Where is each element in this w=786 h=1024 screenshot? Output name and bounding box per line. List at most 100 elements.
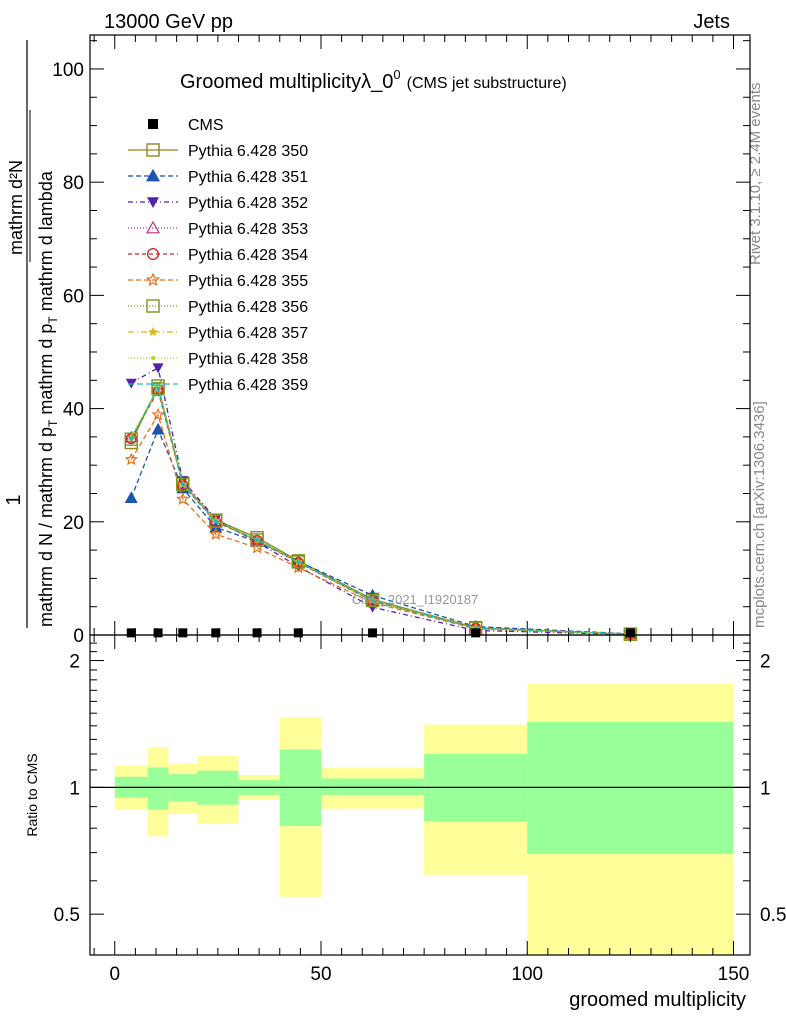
ratio-ytick-label: 0.5 <box>54 905 80 926</box>
legend-entry: Pythia 6.428 355 <box>128 272 308 290</box>
series-line <box>130 413 631 635</box>
main-ytick-label: 0 <box>73 626 84 647</box>
ratio-bands <box>114 683 734 955</box>
legend-label: Pythia 6.428 358 <box>188 351 308 368</box>
legend-marker <box>145 272 161 287</box>
series-point <box>365 593 380 608</box>
series-point <box>124 452 138 466</box>
legend-entry: Pythia 6.428 354 <box>128 247 308 264</box>
legend-entry: Pythia 6.428 358 <box>128 351 308 368</box>
cms-data-point <box>252 628 262 638</box>
series-point <box>291 555 306 569</box>
ratio-inner-band <box>147 767 169 810</box>
series-point <box>370 598 375 603</box>
main-ytick-label: 80 <box>63 173 84 194</box>
legend-label: Pythia 6.428 351 <box>188 169 308 186</box>
legend-entry: Pythia 6.428 359 <box>128 377 308 394</box>
ratio-ytick-label-right: 1 <box>760 778 771 799</box>
ratio-inner-band <box>321 778 425 795</box>
rivet-label: Rivet 3.1.10, ≥ 2.4M events <box>747 83 764 266</box>
ratio-ylabel: Ratio to CMS <box>24 753 40 836</box>
series-point <box>255 537 260 542</box>
legend-marker <box>148 326 158 337</box>
watermark: CMS_2021_I1920187 <box>352 592 479 607</box>
series-point <box>151 422 165 435</box>
ratio-plot: 0.5 0.5 1 1 2 2 0 50 100 150 Ratio to CMS <box>24 634 786 985</box>
legend-label: Pythia 6.428 356 <box>188 299 308 316</box>
legend-marker <box>146 299 160 313</box>
legend-entry: CMS <box>148 117 224 134</box>
series-point <box>151 382 165 394</box>
ylabel-den-d: T <box>46 316 60 324</box>
ylabel-den-b: T <box>46 419 60 427</box>
series-point <box>176 492 190 505</box>
legend-entry: Pythia 6.428 356 <box>128 299 308 316</box>
series-point <box>124 432 138 446</box>
legend-entry: Pythia 6.428 357 <box>128 325 308 342</box>
cms-data-point <box>153 628 163 638</box>
legend-entry: Pythia 6.428 352 <box>128 195 308 212</box>
cms-data-point <box>471 628 481 638</box>
series-point <box>213 519 218 524</box>
ylabel-num: mathrm d²N <box>6 160 26 255</box>
series-point <box>152 363 164 374</box>
cms-data-point <box>178 628 188 638</box>
legend-entry: Pythia 6.428 353 <box>128 220 308 238</box>
series-point <box>209 514 223 528</box>
cms-data-point <box>211 628 221 638</box>
x-axis-label: groomed multiplicity <box>569 989 746 1011</box>
series-point <box>176 477 190 492</box>
ratio-plot-frame <box>89 634 751 956</box>
series-cms-data <box>126 628 635 638</box>
series-point <box>151 407 165 421</box>
main-axis-ticks: 0 20 40 60 80 100 <box>52 35 750 647</box>
main-series-group <box>124 363 638 641</box>
main-ylabel: 1 mathrm d N / mathrm d pT mathrm d pT m… <box>3 40 60 628</box>
ratio-axis-ticks: 0.5 0.5 1 1 2 2 0 50 100 150 <box>54 635 786 985</box>
ratio-ytick-label-right: 0.5 <box>760 905 786 926</box>
cms-data-point <box>368 628 378 638</box>
series-point <box>124 491 138 504</box>
plot-title: Groomed multiplicityλ_00 (CMS jet substru… <box>180 67 567 93</box>
legend-marker <box>145 220 161 234</box>
legend-entry: Pythia 6.428 351 <box>128 168 308 186</box>
series-point <box>209 527 223 540</box>
series-point <box>129 436 134 441</box>
xtick-label: 0 <box>109 964 120 985</box>
ratio-ytick-label: 2 <box>69 652 80 673</box>
cms-data-point <box>293 628 303 638</box>
main-ytick-label: 20 <box>63 513 84 534</box>
xtick-label: 150 <box>718 964 750 985</box>
xtick-label: 100 <box>511 964 543 985</box>
ylabel-den-e: mathrm d lambda <box>36 170 56 316</box>
header-right-label: Jets <box>693 11 730 33</box>
legend-entry: Pythia 6.428 350 <box>128 143 308 160</box>
plot-title-sub: (CMS jet substructure) <box>407 75 567 92</box>
ylabel-den-a: mathrm d N / mathrm d p <box>36 427 56 627</box>
cms-data-point <box>625 628 635 638</box>
main-ytick-label: 60 <box>63 286 84 307</box>
legend-marker <box>146 247 160 261</box>
plot-title-sup: 0 <box>393 67 400 82</box>
header-left-label: 13000 GeV pp <box>104 11 233 33</box>
plot-title-main: Groomed multiplicityλ_0 <box>180 71 393 93</box>
legend-label: Pythia 6.428 359 <box>188 377 308 394</box>
legend-marker <box>145 168 161 182</box>
legend-marker <box>148 119 158 129</box>
legend-label: Pythia 6.428 353 <box>188 221 308 238</box>
legend-label: Pythia 6.428 354 <box>188 247 308 264</box>
ylabel-den-c: mathrm d p <box>36 324 56 420</box>
main-ytick-label: 100 <box>52 60 84 81</box>
legend-marker <box>147 197 159 208</box>
legend-label: Pythia 6.428 352 <box>188 195 308 212</box>
series-point <box>250 533 264 547</box>
legend-label: Pythia 6.428 350 <box>188 143 308 160</box>
series-point <box>151 382 165 396</box>
mcplots-label: mcplots.cern.ch [arXiv:1306.3436] <box>751 401 768 628</box>
legend-marker <box>146 143 160 157</box>
legend-marker <box>151 356 155 360</box>
series-point <box>296 559 301 564</box>
xtick-label: 50 <box>310 964 331 985</box>
series-point <box>156 386 161 391</box>
